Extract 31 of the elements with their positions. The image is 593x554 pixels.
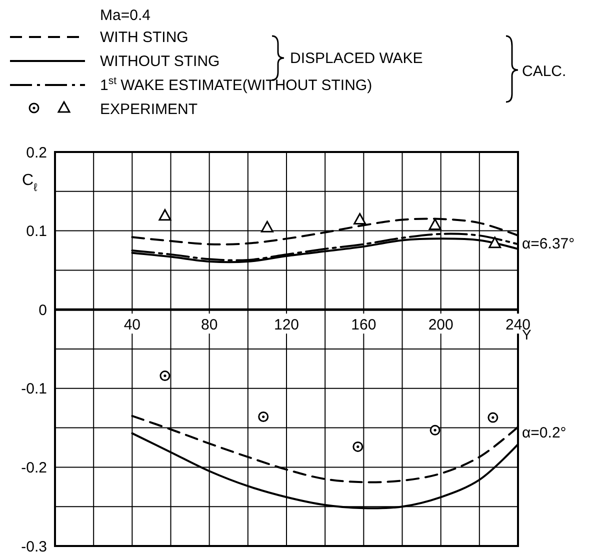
y-tick-label: 0.2 bbox=[26, 144, 47, 162]
x-tick-label: 40 bbox=[124, 316, 141, 334]
point bbox=[258, 412, 269, 422]
y-tick-label: -0.2 bbox=[21, 459, 47, 476]
legend-label: EXPERIMENT bbox=[100, 101, 198, 118]
legend-label: WITH STING bbox=[100, 29, 188, 46]
chart-title: Ma=0.4 bbox=[100, 7, 150, 24]
legend-label: 1$^{st}$ WAKE ESTIMATE(WITHOUT STING) bbox=[100, 75, 372, 94]
text: α=0.2° bbox=[522, 424, 566, 442]
y-tick-label: -0.1 bbox=[21, 380, 47, 398]
text: DISPLACED WAKE bbox=[290, 50, 423, 67]
point bbox=[158, 209, 172, 221]
point bbox=[352, 441, 364, 452]
point bbox=[488, 236, 502, 248]
text: α=6.37° bbox=[522, 235, 575, 252]
x-tick-label: 160 bbox=[351, 316, 376, 334]
y-tick-label: 0 bbox=[38, 302, 47, 319]
x-tick-label: 200 bbox=[428, 316, 454, 334]
x-tick-label: 120 bbox=[274, 316, 300, 334]
x-tick-label: 80 bbox=[200, 316, 218, 334]
y-tick-label: -0.3 bbox=[21, 538, 47, 554]
text: CALC. bbox=[522, 63, 566, 80]
point bbox=[428, 218, 442, 230]
y-axis-title: C$_{ℓ}$ bbox=[22, 172, 38, 194]
y-tick-label: 0.1 bbox=[26, 223, 47, 240]
legend-label: WITHOUT STING bbox=[100, 53, 220, 70]
point bbox=[430, 424, 440, 436]
point bbox=[488, 412, 498, 423]
point bbox=[354, 213, 366, 225]
point bbox=[260, 220, 274, 232]
point bbox=[160, 370, 170, 382]
